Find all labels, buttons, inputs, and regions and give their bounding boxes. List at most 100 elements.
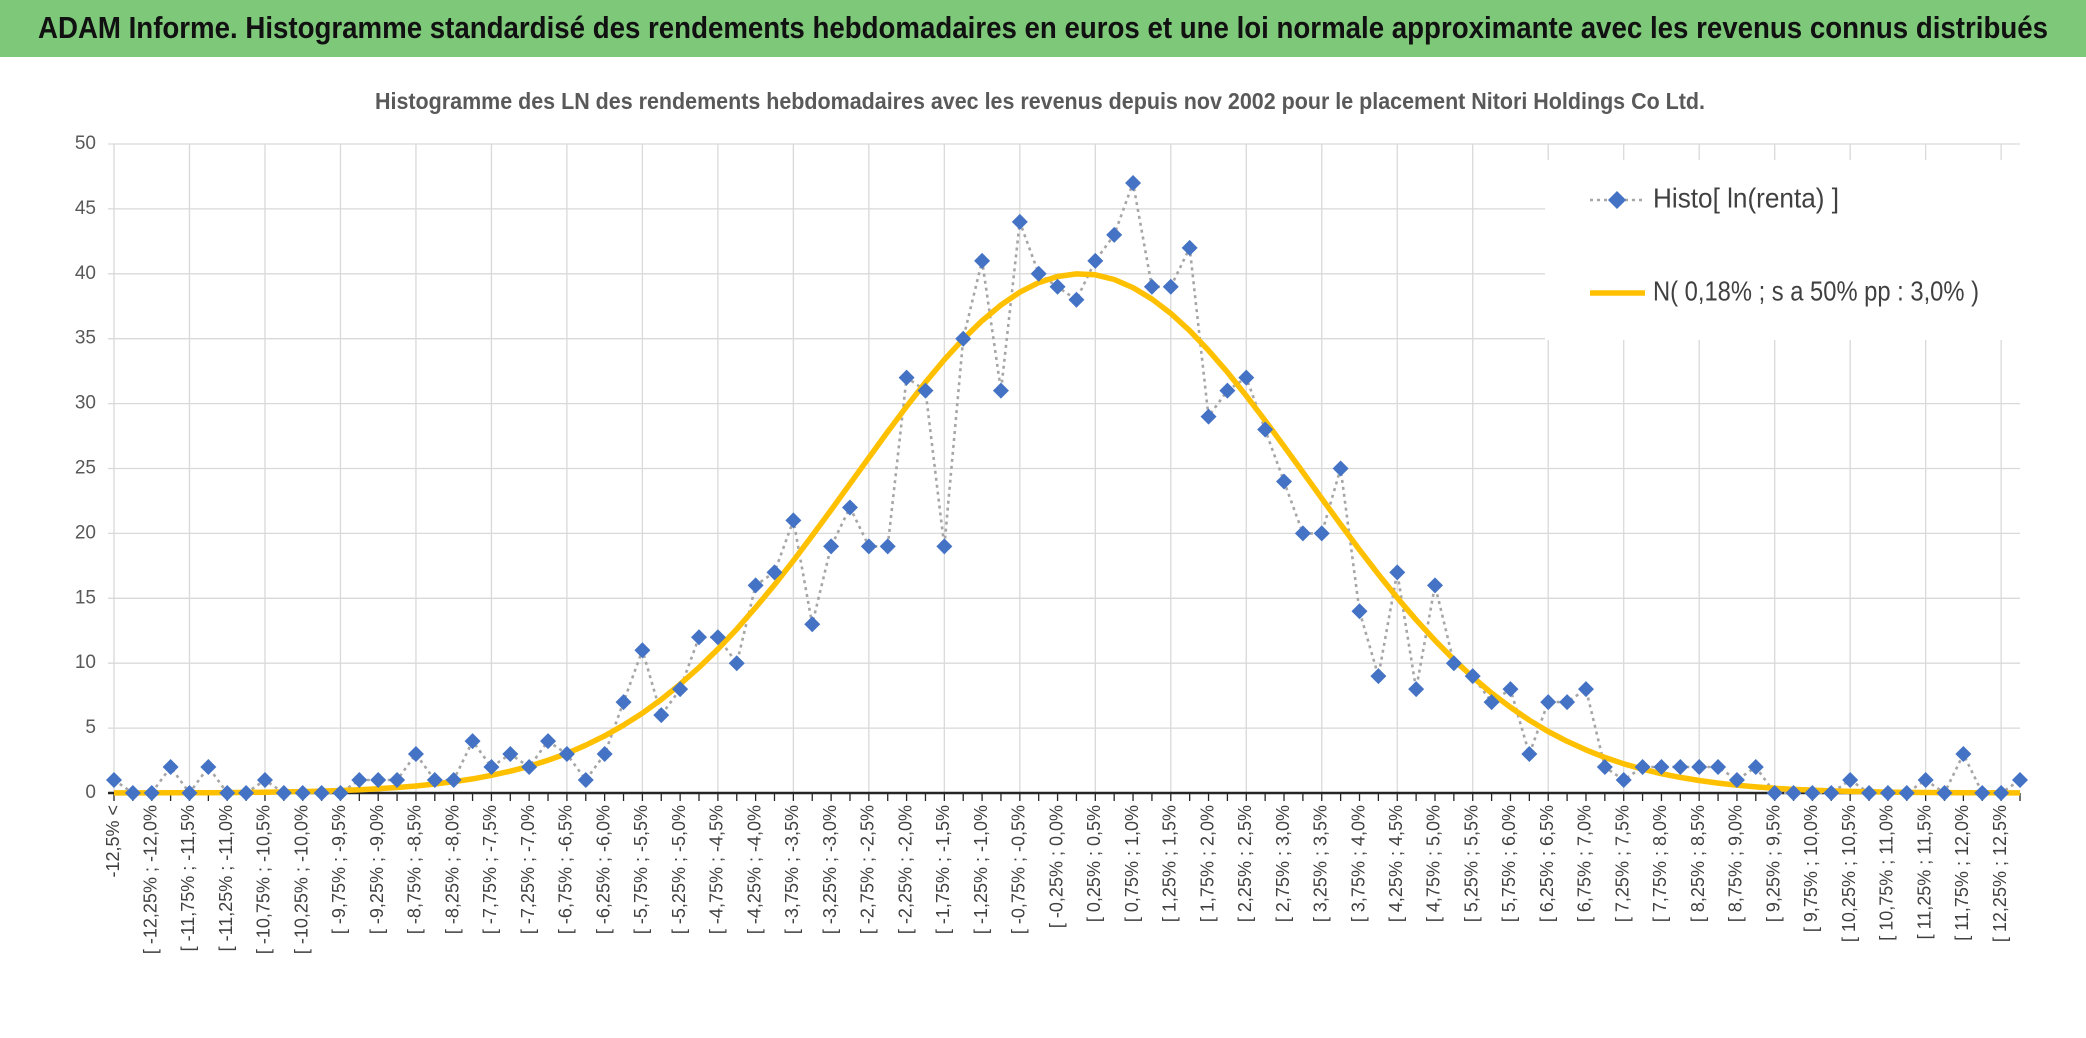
marker — [1898, 785, 1915, 801]
marker — [521, 759, 538, 776]
marker — [1181, 239, 1198, 256]
marker — [426, 772, 443, 789]
marker — [1728, 772, 1745, 789]
x-tick-label: [ -12,25% ; -12,0% — [140, 805, 160, 954]
x-tick-label: [ 0,25% ; 0,5% — [1084, 805, 1104, 922]
y-tick-label: 40 — [75, 263, 96, 284]
marker — [917, 382, 934, 399]
marker — [1577, 681, 1594, 698]
x-tick-label: [ 12,25% ; 12,5% — [1990, 805, 2010, 942]
x-tick-label: [ 6,75% ; 7,0% — [1575, 805, 1595, 922]
header-title: ADAM Informe. Histogramme standardisé de… — [38, 10, 2048, 45]
marker — [1200, 408, 1217, 425]
marker — [1672, 759, 1689, 776]
marker — [1653, 759, 1670, 776]
marker — [1464, 668, 1481, 685]
marker — [1106, 226, 1123, 243]
marker — [1257, 421, 1274, 438]
marker — [1747, 759, 1764, 776]
marker — [2012, 772, 2028, 789]
marker — [1351, 603, 1368, 620]
marker — [766, 564, 783, 581]
x-tick-label: [ -9,25% ; -9,0% — [367, 805, 387, 934]
marker — [860, 538, 877, 555]
marker — [1955, 746, 1972, 763]
chart-title: Histogramme des LN des rendements hebdom… — [375, 88, 1705, 114]
marker — [1766, 785, 1783, 801]
marker — [389, 772, 406, 789]
x-tick-label: [ -8,75% ; -8,5% — [405, 805, 425, 934]
marker — [256, 772, 273, 789]
x-tick-label: [ 2,75% ; 3,0% — [1273, 805, 1293, 922]
y-tick-label: 15 — [75, 587, 96, 608]
x-tick-label: [ 4,25% ; 4,5% — [1386, 805, 1406, 922]
x-tick-label: [ -4,75% ; -4,5% — [707, 805, 727, 934]
x-tick-label: [ -10,75% ; -10,5% — [254, 805, 274, 954]
marker — [596, 746, 613, 763]
marker — [143, 785, 160, 801]
marker — [162, 759, 179, 776]
x-tick-label: [ 11,75% ; 12,0% — [1952, 805, 1972, 941]
x-tick-label: [ 1,75% ; 2,0% — [1197, 805, 1217, 922]
marker — [1785, 785, 1802, 801]
x-tick-label: [ -3,25% ; -3,0% — [820, 805, 840, 934]
marker — [351, 772, 368, 789]
marker — [1879, 785, 1896, 801]
marker — [1993, 785, 2010, 801]
y-tick-label: 5 — [85, 717, 96, 738]
x-tick-label: [ -5,25% ; -5,0% — [669, 805, 689, 934]
marker — [955, 330, 972, 347]
marker — [879, 538, 896, 555]
marker — [1087, 252, 1104, 269]
marker — [709, 629, 726, 646]
marker — [238, 785, 255, 801]
marker — [1634, 759, 1651, 776]
legend-box — [1545, 160, 2025, 340]
x-tick-label: [ 5,75% ; 6,0% — [1499, 805, 1519, 922]
marker — [823, 538, 840, 555]
marker — [691, 629, 708, 646]
x-tick-label: [ -5,75% ; -5,5% — [631, 805, 651, 934]
marker — [1294, 525, 1311, 542]
marker — [106, 772, 122, 789]
marker — [804, 616, 821, 633]
marker — [1408, 681, 1425, 698]
marker — [1389, 564, 1406, 581]
marker — [1974, 785, 1991, 801]
marker — [672, 681, 689, 698]
marker — [1143, 278, 1160, 295]
x-tick-label: [ 7,25% ; 7,5% — [1612, 805, 1632, 922]
x-tick-label: [ -11,25% ; -11,0% — [216, 805, 236, 951]
marker — [1030, 265, 1047, 282]
y-tick-label: 20 — [75, 522, 96, 543]
x-tick-label: [ -7,25% ; -7,0% — [518, 805, 538, 934]
x-tick-label: [ -2,75% ; -2,5% — [858, 805, 878, 934]
marker — [1596, 759, 1613, 776]
marker — [992, 382, 1009, 399]
marker — [1445, 655, 1462, 672]
marker — [1219, 382, 1236, 399]
marker — [1049, 278, 1066, 295]
x-tick-label: [ 0,75% ; 1,0% — [1122, 805, 1142, 922]
marker — [1370, 668, 1387, 685]
x-tick-label: [ -1,25% ; -1,0% — [971, 805, 991, 934]
header-bar — [0, 0, 2086, 57]
x-tick-label: [ 11,25% ; 11,5% — [1914, 805, 1934, 939]
marker — [294, 785, 311, 801]
marker — [1917, 772, 1934, 789]
marker — [502, 746, 519, 763]
y-tick-label: 0 — [85, 782, 96, 803]
marker — [181, 785, 198, 801]
marker — [898, 369, 915, 386]
x-tick-label: [ -1,75% ; -1,5% — [933, 805, 953, 934]
marker — [615, 694, 632, 711]
marker — [1011, 213, 1028, 230]
marker — [1162, 278, 1179, 295]
marker — [1615, 772, 1632, 789]
x-tick-label: [ 10,25% ; 10,5% — [1839, 805, 1859, 942]
marker — [974, 252, 991, 269]
x-tick-label: [ 6,25% ; 6,5% — [1537, 805, 1557, 922]
x-tick-label: [ -6,75% ; -6,5% — [556, 805, 576, 934]
x-tick-label: [ -6,25% ; -6,0% — [593, 805, 613, 934]
marker — [1842, 772, 1859, 789]
